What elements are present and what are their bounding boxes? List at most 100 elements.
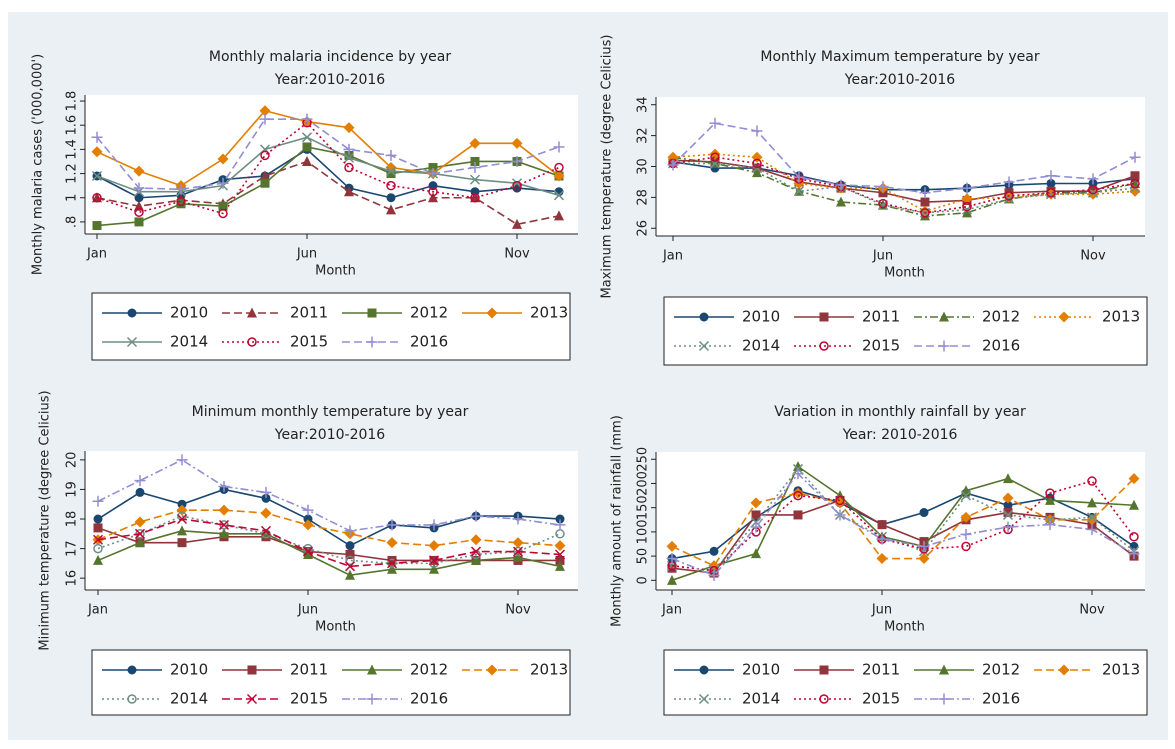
data-point	[344, 186, 354, 197]
data-point	[303, 514, 313, 524]
series-line	[671, 478, 1135, 567]
legend-marker	[367, 664, 377, 675]
data-point	[92, 192, 102, 203]
data-point	[1087, 187, 1099, 198]
series-line	[96, 136, 560, 197]
data-point	[219, 528, 229, 539]
data-point	[554, 549, 566, 560]
data-point	[961, 193, 973, 205]
y-tick-label: 20	[65, 452, 80, 469]
data-point	[877, 520, 887, 530]
data-point	[133, 165, 145, 177]
data-point	[554, 540, 566, 552]
chart-subtitle: Year:2010-2016	[274, 427, 386, 443]
legend-label: 2016	[982, 690, 1020, 708]
data-point	[1130, 171, 1140, 181]
data-point	[471, 554, 481, 565]
data-point	[793, 186, 805, 197]
data-point	[93, 514, 103, 524]
data-point	[834, 509, 846, 521]
series-line	[97, 530, 561, 577]
legend-marker	[367, 308, 377, 318]
data-point	[793, 461, 803, 472]
data-point	[177, 499, 187, 509]
legend-marker	[246, 693, 258, 705]
series-line	[96, 109, 560, 187]
legend-marker	[699, 665, 709, 675]
data-point	[751, 125, 763, 137]
data-point	[511, 155, 523, 167]
data-point	[470, 534, 482, 546]
data-point	[386, 537, 398, 549]
data-point	[877, 181, 889, 193]
x-tick-label: Jun	[297, 603, 318, 618]
data-point	[218, 504, 230, 516]
data-point	[302, 546, 314, 557]
legend-marker	[938, 340, 950, 352]
data-point	[1002, 521, 1014, 533]
plot-area	[656, 97, 1145, 236]
legend-label: 2012	[982, 308, 1020, 326]
data-point	[752, 158, 762, 169]
legend-label: 2010	[742, 308, 780, 326]
data-point	[920, 208, 930, 218]
legend-marker	[127, 665, 137, 675]
legend-marker	[699, 312, 709, 322]
y-tick-label: 18	[65, 511, 80, 528]
legend-box	[91, 649, 571, 716]
data-point	[919, 187, 931, 199]
data-point	[218, 480, 230, 492]
data-point	[385, 149, 397, 161]
data-point	[1087, 173, 1099, 185]
data-point	[428, 540, 440, 552]
data-point	[386, 558, 398, 569]
x-axis-title: Month	[884, 266, 925, 281]
chart-subtitle: Year: 2010-2016	[842, 427, 958, 443]
data-point	[301, 113, 313, 125]
chart-title: Variation in monthly rainfall by year	[774, 404, 1026, 420]
data-point	[1129, 499, 1139, 510]
data-point	[1128, 548, 1140, 560]
series-line	[96, 160, 560, 226]
legend-label: 2014	[742, 690, 780, 708]
data-point	[1087, 497, 1097, 508]
y-tick-label: 250	[636, 447, 651, 472]
data-point	[962, 201, 972, 212]
data-point	[751, 548, 761, 559]
data-point	[470, 510, 482, 522]
data-point	[750, 521, 762, 533]
data-point	[750, 497, 762, 509]
data-point	[919, 205, 931, 217]
chart-title: Minimum monthly temperature by year	[192, 404, 469, 420]
y-tick-label: 32	[636, 127, 651, 144]
chart-title: Monthly Maximum temperature by year	[760, 49, 1039, 65]
data-point	[134, 193, 144, 203]
legend-label: 2012	[410, 304, 448, 322]
data-point	[751, 510, 761, 520]
legend-marker	[247, 665, 257, 675]
data-point	[302, 519, 314, 531]
data-point	[386, 193, 396, 203]
legend-marker	[819, 665, 829, 675]
data-point	[218, 519, 230, 530]
x-tick-label: Jan	[661, 603, 682, 618]
legend-marker	[939, 664, 949, 675]
chart-subtitle: Year:2010-2016	[274, 72, 386, 88]
x-tick-label: Nov	[1079, 603, 1105, 618]
x-tick-label: Nov	[505, 603, 531, 618]
series-line	[96, 118, 560, 191]
data-point	[1003, 500, 1013, 510]
y-tick-label: 19	[65, 481, 80, 498]
legend-label: 2013	[1102, 308, 1140, 326]
legend-label: 2014	[742, 337, 780, 355]
data-point	[792, 487, 804, 499]
data-point	[92, 534, 104, 545]
data-point	[469, 137, 481, 149]
y-tick-label: 1.4	[65, 139, 80, 160]
legend-label: 2010	[170, 661, 208, 679]
data-point	[752, 167, 762, 178]
data-point	[512, 180, 522, 191]
data-point	[1003, 508, 1013, 518]
series-line	[97, 458, 561, 532]
y-tick-label: 1.2	[65, 163, 80, 184]
